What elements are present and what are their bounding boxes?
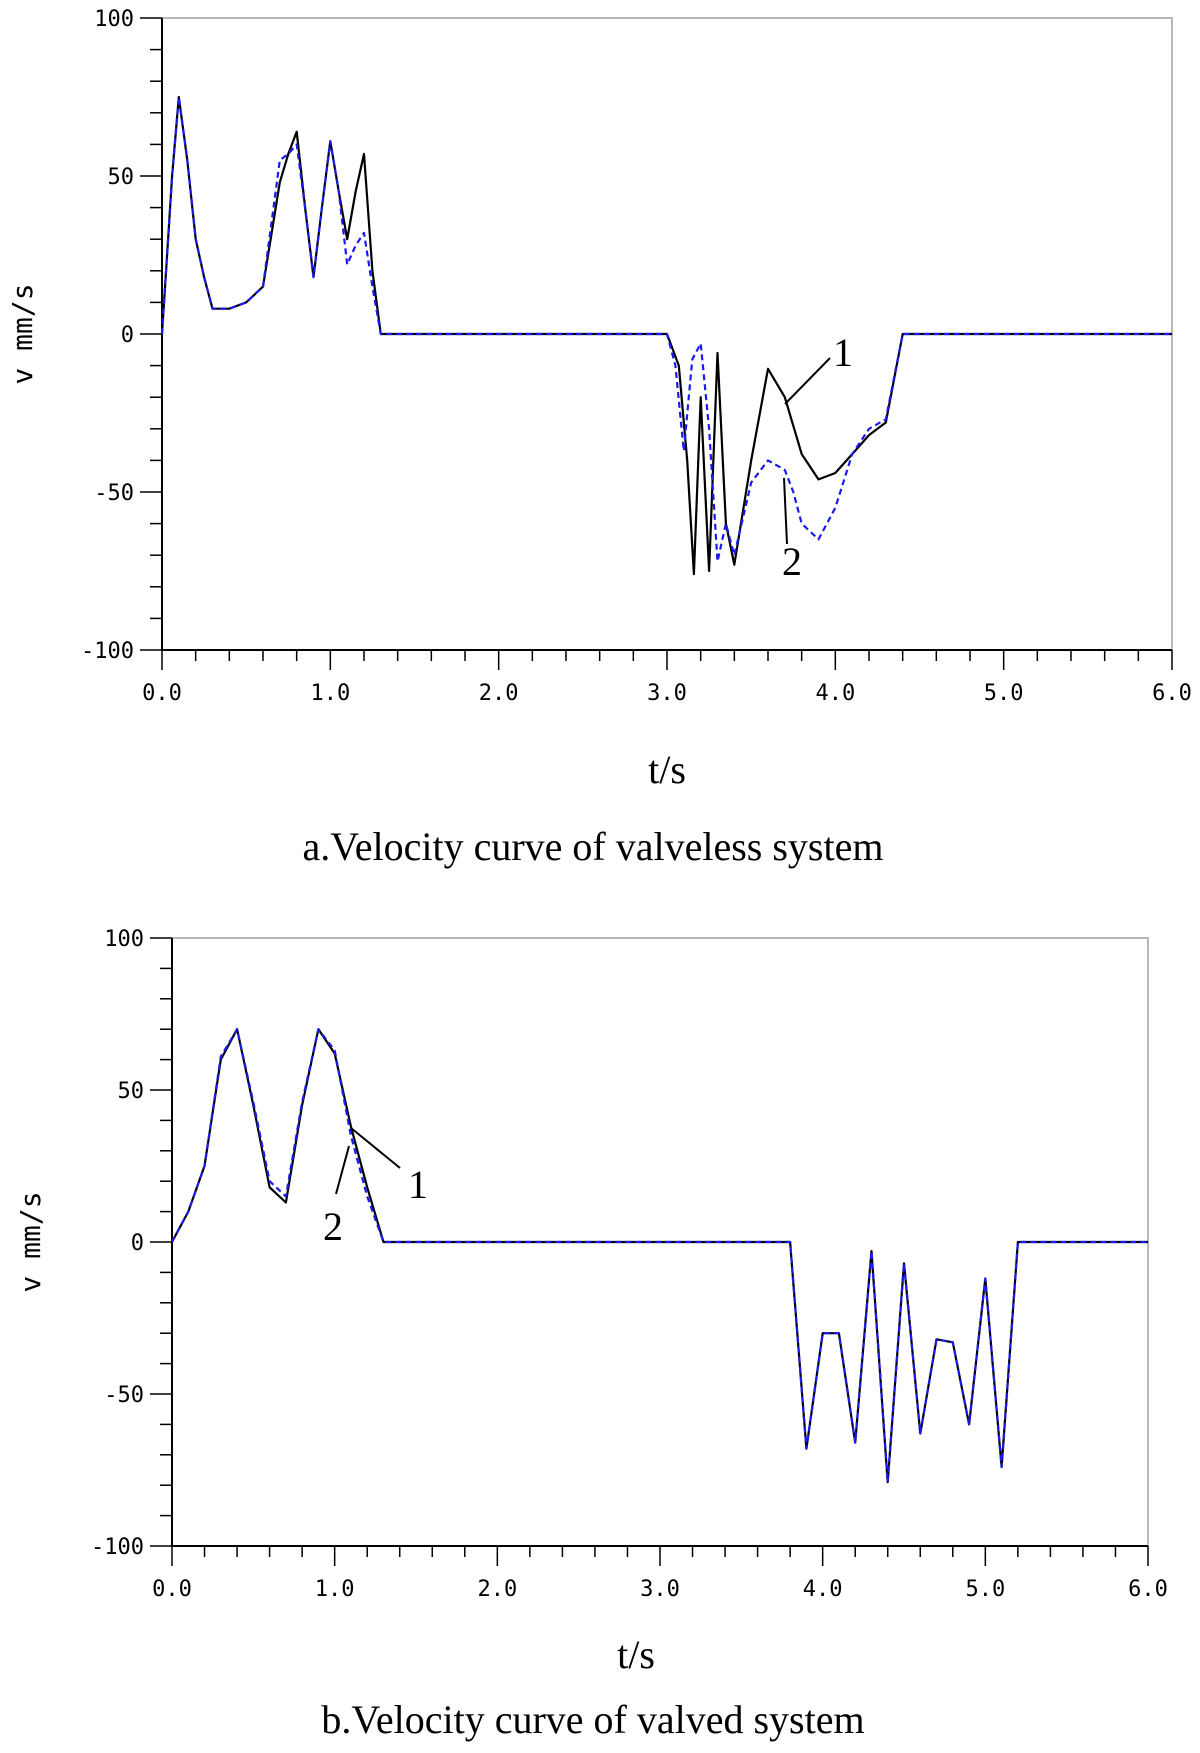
annotation-leader-2 — [335, 1145, 350, 1195]
x-tick-label: 6.0 — [1152, 681, 1192, 706]
x-tick-label: 2.0 — [477, 1577, 517, 1602]
chart-caption: a.Velocity curve of valveless system — [303, 824, 884, 869]
y-tick-label: 0 — [131, 1231, 144, 1256]
y-tick-label: 50 — [108, 165, 135, 190]
annotation-leader-2 — [783, 477, 788, 545]
series-line-1 — [171, 1028, 1148, 1484]
annotation-label-1: 1 — [408, 1162, 428, 1207]
series-layer — [171, 1028, 1148, 1484]
y-ticks: 100 50 0 -50 -100 — [81, 7, 162, 664]
annotation-leader-1 — [784, 357, 831, 405]
x-ticks: 0.0 1.0 2.0 3.0 4.0 5.0 6.0 — [142, 650, 1192, 706]
x-tick-label: 5.0 — [965, 1577, 1005, 1602]
x-tick-label: 0.0 — [142, 681, 182, 706]
x-tick-label: 0.0 — [152, 1577, 192, 1602]
x-axis-label: t/s — [617, 1632, 655, 1677]
x-tick-label: 1.0 — [310, 681, 350, 706]
series-layer — [160, 95, 1172, 576]
annotation-label-2: 2 — [782, 539, 802, 584]
annotation-label-1: 1 — [833, 330, 853, 375]
annotation-leader-1 — [350, 1127, 401, 1169]
x-tick-label: 3.0 — [647, 681, 687, 706]
y-tick-label: 0 — [121, 323, 134, 348]
y-tick-label: 50 — [118, 1079, 145, 1104]
x-tick-label: 3.0 — [640, 1577, 680, 1602]
y-ticks: 100 50 0 -50 -100 — [91, 927, 172, 1560]
y-tick-label: 100 — [104, 927, 144, 952]
panel-a: 100 50 0 -50 -100 0.0 1.0 2.0 3.0 4.0 5.0 6.0 v mm… — [6, 7, 1192, 869]
x-tick-label: 4.0 — [803, 1577, 843, 1602]
annotation-label-2: 2 — [323, 1204, 343, 1249]
y-axis-label: v mm/s — [14, 1191, 47, 1292]
x-tick-label: 5.0 — [984, 681, 1024, 706]
y-tick-label: -100 — [81, 639, 134, 664]
y-tick-label: -50 — [104, 1383, 144, 1408]
y-tick-label: 100 — [94, 7, 134, 32]
panel-b: 100 50 0 -50 -100 0.0 1.0 2.0 3.0 4.0 5.0 6.0 v mm… — [14, 927, 1168, 1742]
series-line-2 — [171, 1028, 1148, 1484]
x-tick-label: 2.0 — [479, 681, 519, 706]
x-tick-label: 4.0 — [815, 681, 855, 706]
y-tick-label: -100 — [91, 1535, 144, 1560]
x-axis-label: t/s — [648, 747, 686, 792]
x-tick-label: 1.0 — [315, 1577, 355, 1602]
y-axis-label: v mm/s — [6, 283, 39, 384]
series-line-2 — [160, 95, 1172, 563]
x-ticks: 0.0 1.0 2.0 3.0 4.0 5.0 6.0 — [152, 1546, 1168, 1602]
y-tick-label: -50 — [94, 481, 134, 506]
chart-caption: b.Velocity curve of valved system — [321, 1697, 864, 1742]
x-tick-label: 6.0 — [1128, 1577, 1168, 1602]
